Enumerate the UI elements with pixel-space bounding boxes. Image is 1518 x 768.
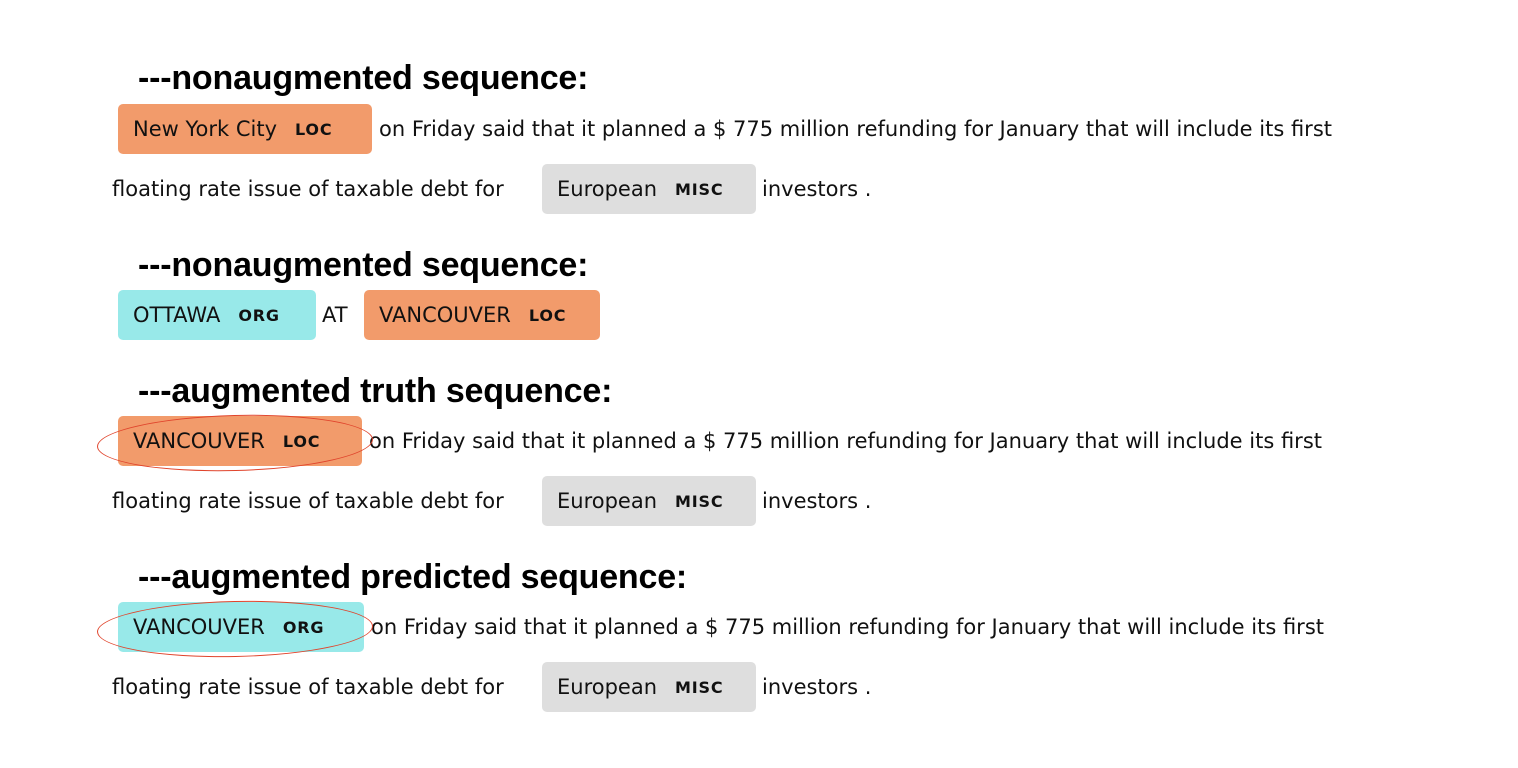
sentence-text: floating rate issue of taxable debt for bbox=[112, 476, 504, 526]
section-heading: ---nonaugmented sequence: bbox=[138, 58, 588, 98]
entity-span-loc: VANCOUVER LOC bbox=[118, 416, 362, 466]
sentence-tail: investors . bbox=[762, 164, 871, 214]
entity-text: European bbox=[557, 177, 657, 201]
entity-label: LOC bbox=[283, 432, 320, 451]
entity-text: VANCOUVER bbox=[133, 429, 265, 453]
entity-span-org: VANCOUVER ORG bbox=[118, 602, 364, 652]
sentence-text: on Friday said that it planned a $ 775 m… bbox=[379, 104, 1332, 154]
entity-span-misc: European MISC bbox=[542, 476, 756, 526]
sentence-text: on Friday said that it planned a $ 775 m… bbox=[371, 602, 1324, 652]
sentence-text: floating rate issue of taxable debt for bbox=[112, 164, 504, 214]
sentence-text: AT bbox=[322, 290, 348, 340]
entity-text: VANCOUVER bbox=[379, 303, 511, 327]
entity-text: OTTAWA bbox=[133, 303, 220, 327]
sentence-text: floating rate issue of taxable debt for bbox=[112, 662, 504, 712]
entity-text: New York City bbox=[133, 117, 277, 141]
entity-label: ORG bbox=[283, 618, 324, 637]
entity-span-loc: VANCOUVER LOC bbox=[364, 290, 600, 340]
entity-span-loc: New York City LOC bbox=[118, 104, 372, 154]
entity-label: MISC bbox=[675, 180, 723, 199]
sentence-text: on Friday said that it planned a $ 775 m… bbox=[369, 416, 1322, 466]
entity-label: MISC bbox=[675, 492, 723, 511]
section-heading: ---augmented predicted sequence: bbox=[138, 557, 687, 597]
entity-label: LOC bbox=[529, 306, 566, 325]
entity-text: European bbox=[557, 675, 657, 699]
entity-span-misc: European MISC bbox=[542, 662, 756, 712]
entity-span-org: OTTAWA ORG bbox=[118, 290, 316, 340]
sentence-tail: investors . bbox=[762, 662, 871, 712]
entity-label: ORG bbox=[238, 306, 279, 325]
sentence-tail: investors . bbox=[762, 476, 871, 526]
entity-label: MISC bbox=[675, 678, 723, 697]
entity-label: LOC bbox=[295, 120, 332, 139]
entity-text: VANCOUVER bbox=[133, 615, 265, 639]
section-heading: ---nonaugmented sequence: bbox=[138, 245, 588, 285]
entity-span-misc: European MISC bbox=[542, 164, 756, 214]
section-heading: ---augmented truth sequence: bbox=[138, 371, 612, 411]
entity-text: European bbox=[557, 489, 657, 513]
